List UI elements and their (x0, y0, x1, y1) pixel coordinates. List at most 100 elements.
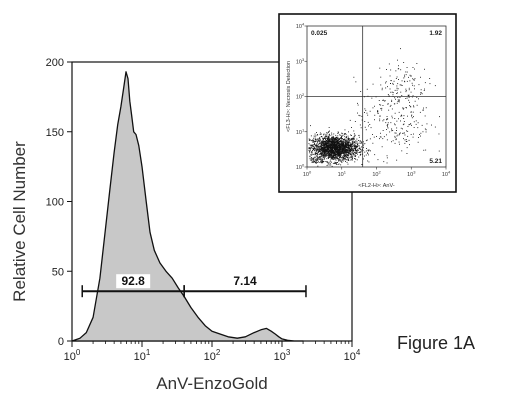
inset-dot (420, 92, 422, 94)
inset-dot (340, 144, 342, 146)
inset-dot (396, 87, 398, 89)
inset-dot (339, 147, 340, 149)
inset-dot (380, 136, 382, 138)
inset-dot (320, 150, 322, 152)
inset-dot (327, 146, 329, 147)
inset-dot (340, 139, 341, 141)
inset-dot (411, 124, 412, 126)
inset-dot (329, 150, 331, 152)
inset-dot (388, 95, 390, 97)
inset-dot (329, 163, 331, 164)
inset-dot (343, 152, 345, 154)
inset-dot (321, 142, 323, 144)
inset-dot (429, 83, 431, 85)
inset-dot (389, 105, 391, 107)
inset-dot (352, 156, 354, 158)
inset-dot (399, 143, 400, 145)
inset-dot (328, 150, 330, 152)
inset-dot (424, 115, 426, 117)
inset-dot (326, 165, 328, 166)
inset-dot (329, 140, 331, 141)
inset-dot (386, 155, 388, 157)
inset-dot (354, 145, 355, 147)
inset-dot (343, 144, 345, 145)
inset-dot (338, 141, 340, 143)
inset-dot (345, 141, 347, 142)
inset-dot (339, 150, 341, 152)
inset-dot (340, 156, 341, 157)
inset-dot (326, 152, 328, 154)
inset-dot (338, 155, 340, 157)
inset-dot (316, 149, 318, 150)
inset-dot (344, 138, 346, 140)
inset-y-tick-label: 101 (296, 127, 305, 136)
inset-dot (317, 152, 319, 154)
inset-dot (364, 126, 366, 128)
inset-dot (354, 158, 355, 159)
inset-dot (364, 143, 366, 145)
inset-dot (324, 156, 326, 158)
inset-dot (339, 134, 341, 136)
inset-dot (334, 156, 336, 158)
inset-dot (346, 152, 348, 153)
inset-dot (314, 133, 316, 135)
inset-dot (338, 159, 340, 161)
inset-dot (337, 135, 339, 137)
inset-dot (316, 156, 318, 158)
inset-dot (317, 140, 319, 142)
inset-dot (340, 154, 342, 156)
inset-dot (322, 150, 324, 152)
inset-dot (394, 142, 396, 144)
inset-dot (315, 163, 317, 164)
inset-dot (330, 146, 332, 147)
inset-dot (417, 122, 419, 124)
inset-dot (326, 137, 328, 139)
inset-dot (381, 109, 383, 111)
inset-dot (334, 157, 336, 159)
inset-dot (386, 129, 387, 130)
inset-dot (323, 155, 324, 157)
inset-dot (331, 154, 332, 155)
inset-dot (409, 106, 411, 108)
inset-dot (340, 151, 342, 153)
inset-dot (323, 142, 325, 144)
inset-dot (326, 133, 328, 135)
inset-dot (402, 108, 404, 110)
inset-dot (344, 145, 346, 147)
inset-dot (337, 158, 339, 159)
inset-dot (353, 154, 355, 156)
inset-dot (314, 149, 316, 151)
inset-dot (351, 154, 353, 156)
inset-dot (416, 63, 418, 64)
inset-dot (309, 139, 311, 140)
inset-dot (332, 158, 334, 159)
inset-dot (370, 127, 372, 129)
inset-dot (400, 115, 402, 117)
inset-dot (333, 144, 335, 146)
inset-dot (344, 149, 346, 150)
inset-dot (423, 109, 424, 111)
inset-dot (346, 146, 348, 148)
inset-dot (342, 147, 344, 148)
inset-dot (321, 140, 323, 142)
inset-dot (353, 146, 355, 148)
inset-dot (324, 151, 326, 152)
inset-dot (328, 142, 330, 144)
inset-dot (348, 153, 350, 154)
inset-dot (352, 153, 354, 155)
inset-dot (309, 144, 311, 146)
inset-dot (324, 149, 326, 150)
inset-dot (363, 158, 364, 160)
inset-dot (385, 87, 387, 89)
inset-dot (346, 145, 348, 147)
inset-dot (308, 139, 310, 141)
inset-dot (338, 148, 340, 150)
inset-dot (409, 96, 410, 98)
inset-dot (339, 154, 340, 156)
inset-dot (311, 140, 312, 142)
inset-dot (344, 149, 346, 151)
inset-dot (406, 140, 408, 142)
inset-dot (359, 142, 361, 144)
inset-dot (392, 92, 394, 94)
inset-dot (387, 86, 388, 88)
